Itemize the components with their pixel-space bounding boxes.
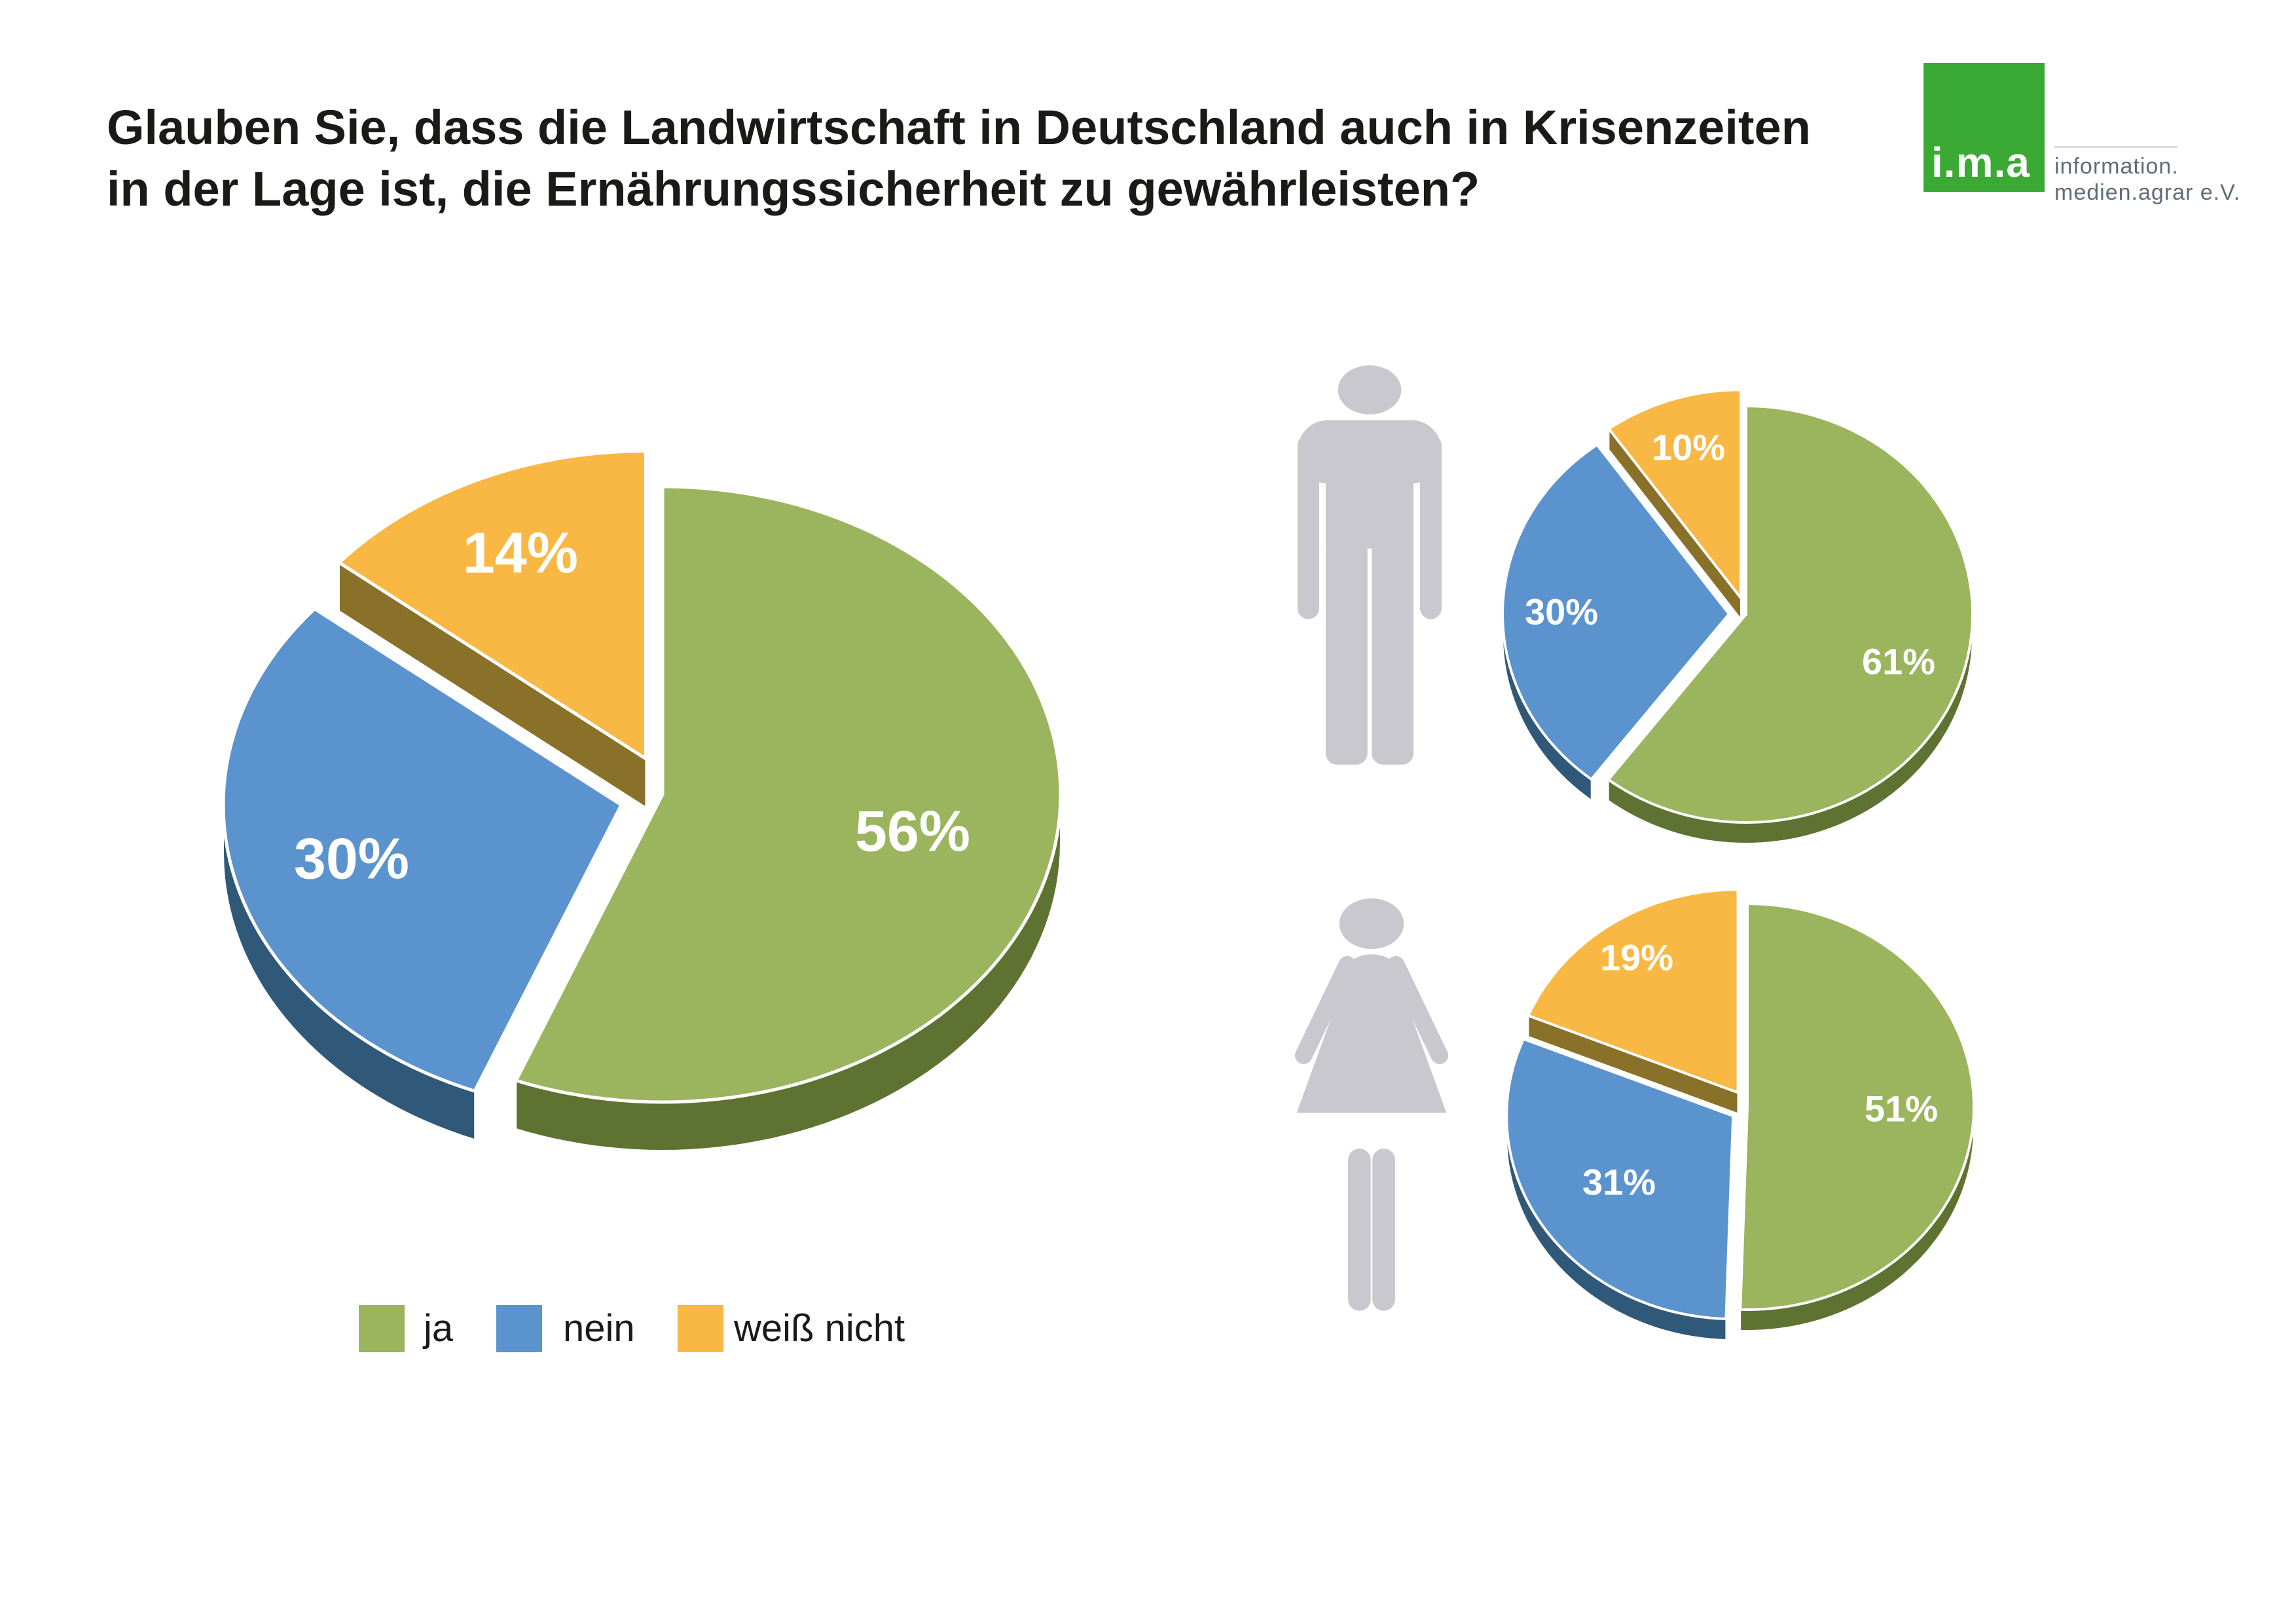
legend-label-nein: nein bbox=[563, 1307, 635, 1350]
logo-divider bbox=[2054, 146, 2178, 148]
female-icon-dress bbox=[1296, 954, 1447, 1113]
pie-male-label-weiß nicht: 10% bbox=[1652, 427, 1725, 468]
ima-logo: i.m.a bbox=[1923, 63, 2045, 192]
pie-overall-slice-weiß nicht bbox=[337, 449, 647, 761]
pie-female-slice-weiß nicht bbox=[1527, 888, 1740, 1094]
legend-label-weiss-nicht: weiß nicht bbox=[734, 1307, 905, 1350]
pie-overall-slice-nein bbox=[221, 607, 623, 1093]
logo-caption-line1: information. bbox=[2054, 154, 2179, 179]
pie-female: 51% 31% 19% bbox=[1505, 888, 1975, 1341]
ima-logo-brand: i.m.a bbox=[1931, 139, 2030, 186]
male-icon-right-arm bbox=[1420, 434, 1442, 619]
legend-swatch-nein bbox=[496, 1305, 542, 1352]
male-icon-head bbox=[1338, 365, 1402, 415]
male-icon bbox=[1298, 365, 1442, 765]
survey-question-line2: in der Lage ist, die Ernährungssicherhei… bbox=[107, 162, 1480, 216]
pie-male-slice-ja bbox=[1607, 405, 1974, 824]
female-icon bbox=[1294, 898, 1449, 1311]
survey-question: Glauben Sie, dass die Landwirtschaft in … bbox=[107, 97, 1907, 220]
male-icon-torso bbox=[1325, 434, 1414, 549]
pie-female-label-ja: 51% bbox=[1865, 1088, 1938, 1130]
pie-overall-label-weiß nicht: 14% bbox=[463, 521, 578, 585]
pie-overall-slice-ja bbox=[514, 485, 1063, 1104]
logo-caption: information. medien.agrar e.V. bbox=[2054, 153, 2296, 206]
pie-male-slice-nein bbox=[1501, 443, 1730, 781]
male-icon-left-arm bbox=[1298, 434, 1319, 619]
pie-male-label-ja: 61% bbox=[1862, 641, 1935, 682]
legend-swatch-weiss-nicht bbox=[678, 1305, 723, 1352]
female-icon-left-arm bbox=[1294, 955, 1357, 1064]
pie-female-slice-ja bbox=[1739, 902, 1975, 1311]
male-icon-left-leg bbox=[1325, 538, 1368, 765]
female-icon-head bbox=[1339, 898, 1404, 950]
pie-overall-label-nein: 30% bbox=[294, 826, 409, 891]
survey-question-line1: Glauben Sie, dass die Landwirtschaft in … bbox=[107, 100, 1811, 155]
pie-female-label-nein: 31% bbox=[1582, 1162, 1656, 1203]
legend-label-ja: ja bbox=[424, 1307, 454, 1350]
pie-male: 61% 30% 10% bbox=[1501, 388, 1974, 845]
legend-swatch-ja bbox=[359, 1305, 405, 1352]
pie-overall-label-ja: 56% bbox=[855, 799, 970, 864]
pie-male-slice-weiß nicht bbox=[1607, 388, 1743, 600]
male-icon-right-leg bbox=[1372, 538, 1414, 765]
logo-caption-line2: medien.agrar e.V. bbox=[2054, 180, 2241, 205]
pie-female-slice-nein bbox=[1505, 1037, 1735, 1320]
pie-male-label-nein: 30% bbox=[1525, 591, 1598, 633]
pie-female-label-weiß nicht: 19% bbox=[1600, 937, 1673, 978]
pie-overall: 56% 30% 14% bbox=[221, 449, 1063, 1152]
female-icon-right-arm bbox=[1387, 955, 1449, 1064]
